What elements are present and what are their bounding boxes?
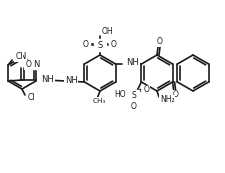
Text: O: O — [83, 40, 89, 49]
Text: Cl: Cl — [28, 93, 35, 102]
Text: O: O — [172, 90, 178, 99]
Text: NH: NH — [41, 75, 54, 84]
Text: S: S — [130, 92, 135, 101]
Text: O: O — [156, 38, 162, 47]
Text: O: O — [25, 61, 31, 70]
Text: NH: NH — [64, 76, 77, 85]
Text: O: O — [130, 102, 136, 112]
Text: O: O — [110, 40, 116, 49]
Text: HO: HO — [113, 90, 125, 99]
Text: N: N — [19, 52, 25, 61]
Text: O: O — [143, 85, 149, 94]
Text: Cl: Cl — [15, 52, 22, 61]
Text: N: N — [33, 61, 39, 70]
Text: OH: OH — [101, 28, 113, 37]
Text: S: S — [97, 40, 102, 49]
Text: NH: NH — [126, 58, 139, 67]
Text: NH₂: NH₂ — [159, 95, 174, 104]
Text: CH₃: CH₃ — [92, 98, 105, 104]
